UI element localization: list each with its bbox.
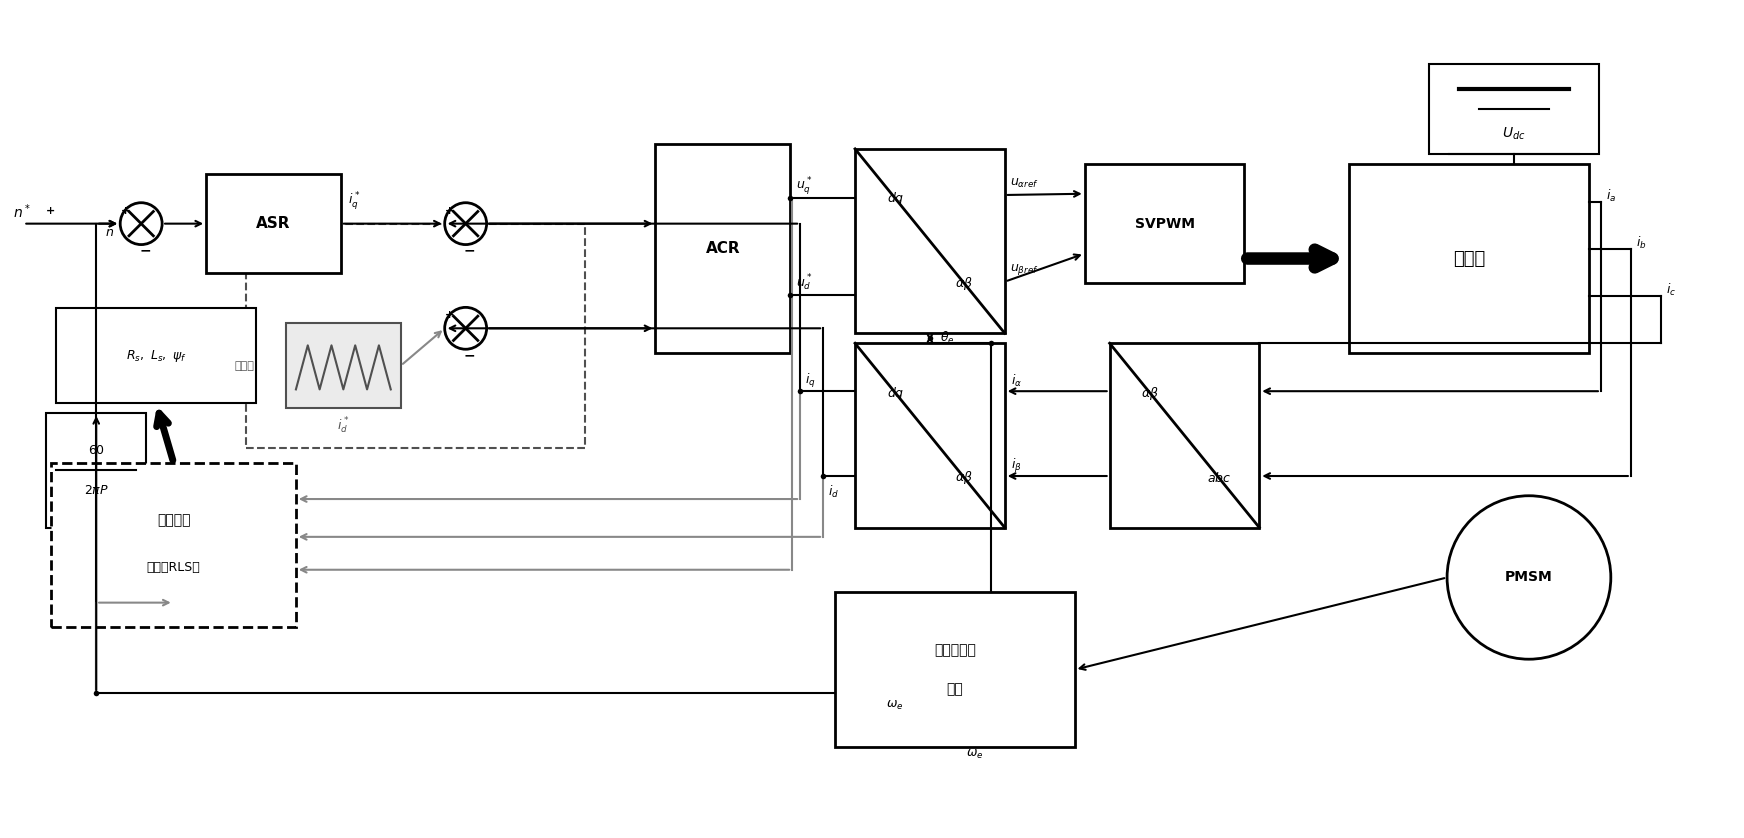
Text: ACR: ACR [705, 241, 739, 256]
Bar [835, 592, 1074, 747]
Text: $\theta_e$: $\theta_e$ [940, 330, 954, 346]
Text: （分段RLS）: （分段RLS） [146, 561, 201, 573]
Text: $i_{\alpha}$: $i_{\alpha}$ [1012, 373, 1022, 390]
Text: $u_d^*$: $u_d^*$ [795, 272, 813, 292]
Bar [286, 323, 401, 408]
Text: 三角波: 三角波 [234, 360, 255, 370]
Circle shape [1448, 496, 1611, 660]
Bar [246, 224, 586, 447]
Text: $i_c$: $i_c$ [1666, 282, 1676, 298]
Text: $dq$: $dq$ [886, 385, 903, 401]
Text: $i_q$: $i_q$ [806, 372, 816, 391]
Bar [855, 344, 1005, 528]
Text: $R_s,\ L_s,\ \psi_f$: $R_s,\ L_s,\ \psi_f$ [126, 348, 187, 364]
Text: $i_a$: $i_a$ [1606, 188, 1617, 204]
Text: $u_q^*$: $u_q^*$ [795, 175, 813, 198]
Bar [1109, 344, 1259, 528]
Text: $60$: $60$ [87, 444, 105, 457]
Text: $2\pi P$: $2\pi P$ [84, 484, 108, 497]
Text: −: − [464, 349, 476, 362]
Text: 逆变器: 逆变器 [1453, 250, 1486, 267]
Text: PMSM: PMSM [1505, 571, 1552, 584]
Bar [656, 144, 790, 354]
Text: 参数辨识: 参数辨识 [157, 513, 190, 527]
Text: $\omega_e$: $\omega_e$ [886, 699, 903, 712]
Text: −: − [140, 244, 152, 257]
Text: 速度、位置: 速度、位置 [935, 643, 977, 657]
Text: $i_d^*$: $i_d^*$ [337, 416, 349, 436]
Text: $\alpha\beta$: $\alpha\beta$ [1141, 385, 1160, 401]
Text: 检测: 检测 [947, 683, 963, 696]
Text: $\alpha\beta$: $\alpha\beta$ [956, 469, 973, 486]
Text: $\omega_e$: $\omega_e$ [966, 748, 984, 762]
Text: $dq$: $dq$ [886, 190, 903, 207]
Bar [206, 173, 340, 273]
Text: SVPWM: SVPWM [1135, 217, 1195, 230]
Text: $\alpha\beta$: $\alpha\beta$ [956, 275, 973, 292]
Circle shape [445, 308, 487, 349]
Bar [1085, 164, 1245, 283]
Text: $u_{\beta ref}$: $u_{\beta ref}$ [1010, 262, 1038, 277]
Circle shape [445, 203, 487, 245]
Text: $n^*$: $n^*$ [14, 203, 31, 221]
Text: $abc$: $abc$ [1207, 471, 1231, 485]
Bar [1350, 164, 1589, 354]
Circle shape [120, 203, 162, 245]
Text: $i_{\beta}$: $i_{\beta}$ [1012, 457, 1022, 475]
Text: +: + [120, 205, 129, 215]
Bar [47, 413, 146, 528]
Text: −: − [464, 244, 476, 257]
Bar [51, 463, 296, 628]
Bar [1428, 65, 1599, 154]
Text: ASR: ASR [256, 216, 291, 231]
Text: $i_q^*$: $i_q^*$ [347, 189, 361, 212]
Text: +: + [445, 205, 453, 215]
Text: $n$: $n$ [105, 226, 115, 239]
Text: $u_{\alpha ref}$: $u_{\alpha ref}$ [1010, 177, 1039, 189]
Text: +: + [445, 310, 453, 320]
Text: +: + [47, 205, 56, 215]
Bar [56, 308, 256, 403]
Bar [855, 149, 1005, 334]
Text: $i_d$: $i_d$ [828, 484, 839, 500]
Text: $i_b$: $i_b$ [1636, 235, 1646, 251]
Text: $U_{dc}$: $U_{dc}$ [1502, 126, 1526, 142]
